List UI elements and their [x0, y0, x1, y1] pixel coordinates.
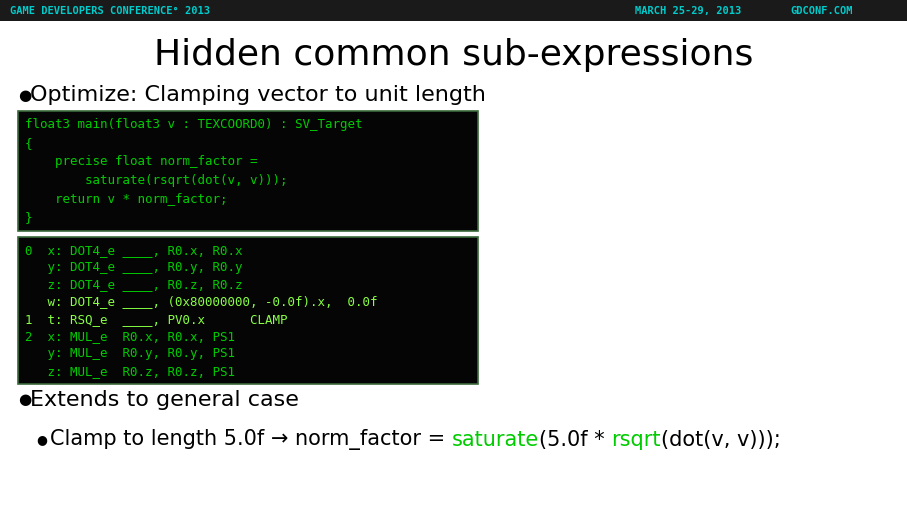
FancyBboxPatch shape [18, 238, 478, 384]
Text: w: DOT4_e ____, (0x80000000, -0.0f).x,  0.0f: w: DOT4_e ____, (0x80000000, -0.0f).x, 0… [25, 295, 377, 308]
Text: precise float norm_factor =: precise float norm_factor = [25, 155, 258, 168]
FancyBboxPatch shape [18, 112, 478, 232]
Text: {: { [25, 136, 33, 150]
Text: Optimize: Clamping vector to unit length: Optimize: Clamping vector to unit length [30, 85, 486, 105]
Text: 1  t: RSQ_e  ____, PV0.x      CLAMP: 1 t: RSQ_e ____, PV0.x CLAMP [25, 312, 288, 325]
FancyBboxPatch shape [0, 0, 907, 22]
Text: y: MUL_e  R0.y, R0.y, PS1: y: MUL_e R0.y, R0.y, PS1 [25, 347, 235, 360]
Text: Extends to general case: Extends to general case [30, 389, 299, 409]
Text: y: DOT4_e ____, R0.y, R0.y: y: DOT4_e ____, R0.y, R0.y [25, 261, 242, 273]
Text: GDCONF.COM: GDCONF.COM [790, 6, 853, 16]
Text: rsqrt: rsqrt [611, 429, 661, 449]
Text: Clamp to length 5.0f → norm_factor =: Clamp to length 5.0f → norm_factor = [50, 429, 452, 449]
Text: Hidden common sub-expressions: Hidden common sub-expressions [154, 38, 753, 72]
Text: float3 main(float3 v : TEXCOORD0) : SV_Target: float3 main(float3 v : TEXCOORD0) : SV_T… [25, 118, 363, 131]
Text: z: DOT4_e ____, R0.z, R0.z: z: DOT4_e ____, R0.z, R0.z [25, 277, 242, 291]
Text: 2  x: MUL_e  R0.x, R0.x, PS1: 2 x: MUL_e R0.x, R0.x, PS1 [25, 329, 235, 343]
Text: z: MUL_e  R0.z, R0.z, PS1: z: MUL_e R0.z, R0.z, PS1 [25, 364, 235, 377]
Text: ●: ● [18, 392, 31, 407]
Text: saturate(rsqrt(dot(v, v)));: saturate(rsqrt(dot(v, v))); [25, 174, 288, 186]
Text: 0  x: DOT4_e ____, R0.x, R0.x: 0 x: DOT4_e ____, R0.x, R0.x [25, 243, 242, 256]
Text: return v * norm_factor;: return v * norm_factor; [25, 192, 228, 205]
Text: }: } [25, 210, 33, 223]
Text: GAME DEVELOPERS CONFERENCE° 2013: GAME DEVELOPERS CONFERENCE° 2013 [10, 6, 210, 16]
Text: saturate: saturate [452, 429, 539, 449]
Text: ●: ● [18, 88, 31, 102]
Text: (5.0f *: (5.0f * [539, 429, 611, 449]
Text: (dot(v, v)));: (dot(v, v))); [661, 429, 781, 449]
Text: ●: ● [36, 433, 47, 445]
Text: MARCH 25-29, 2013: MARCH 25-29, 2013 [635, 6, 741, 16]
